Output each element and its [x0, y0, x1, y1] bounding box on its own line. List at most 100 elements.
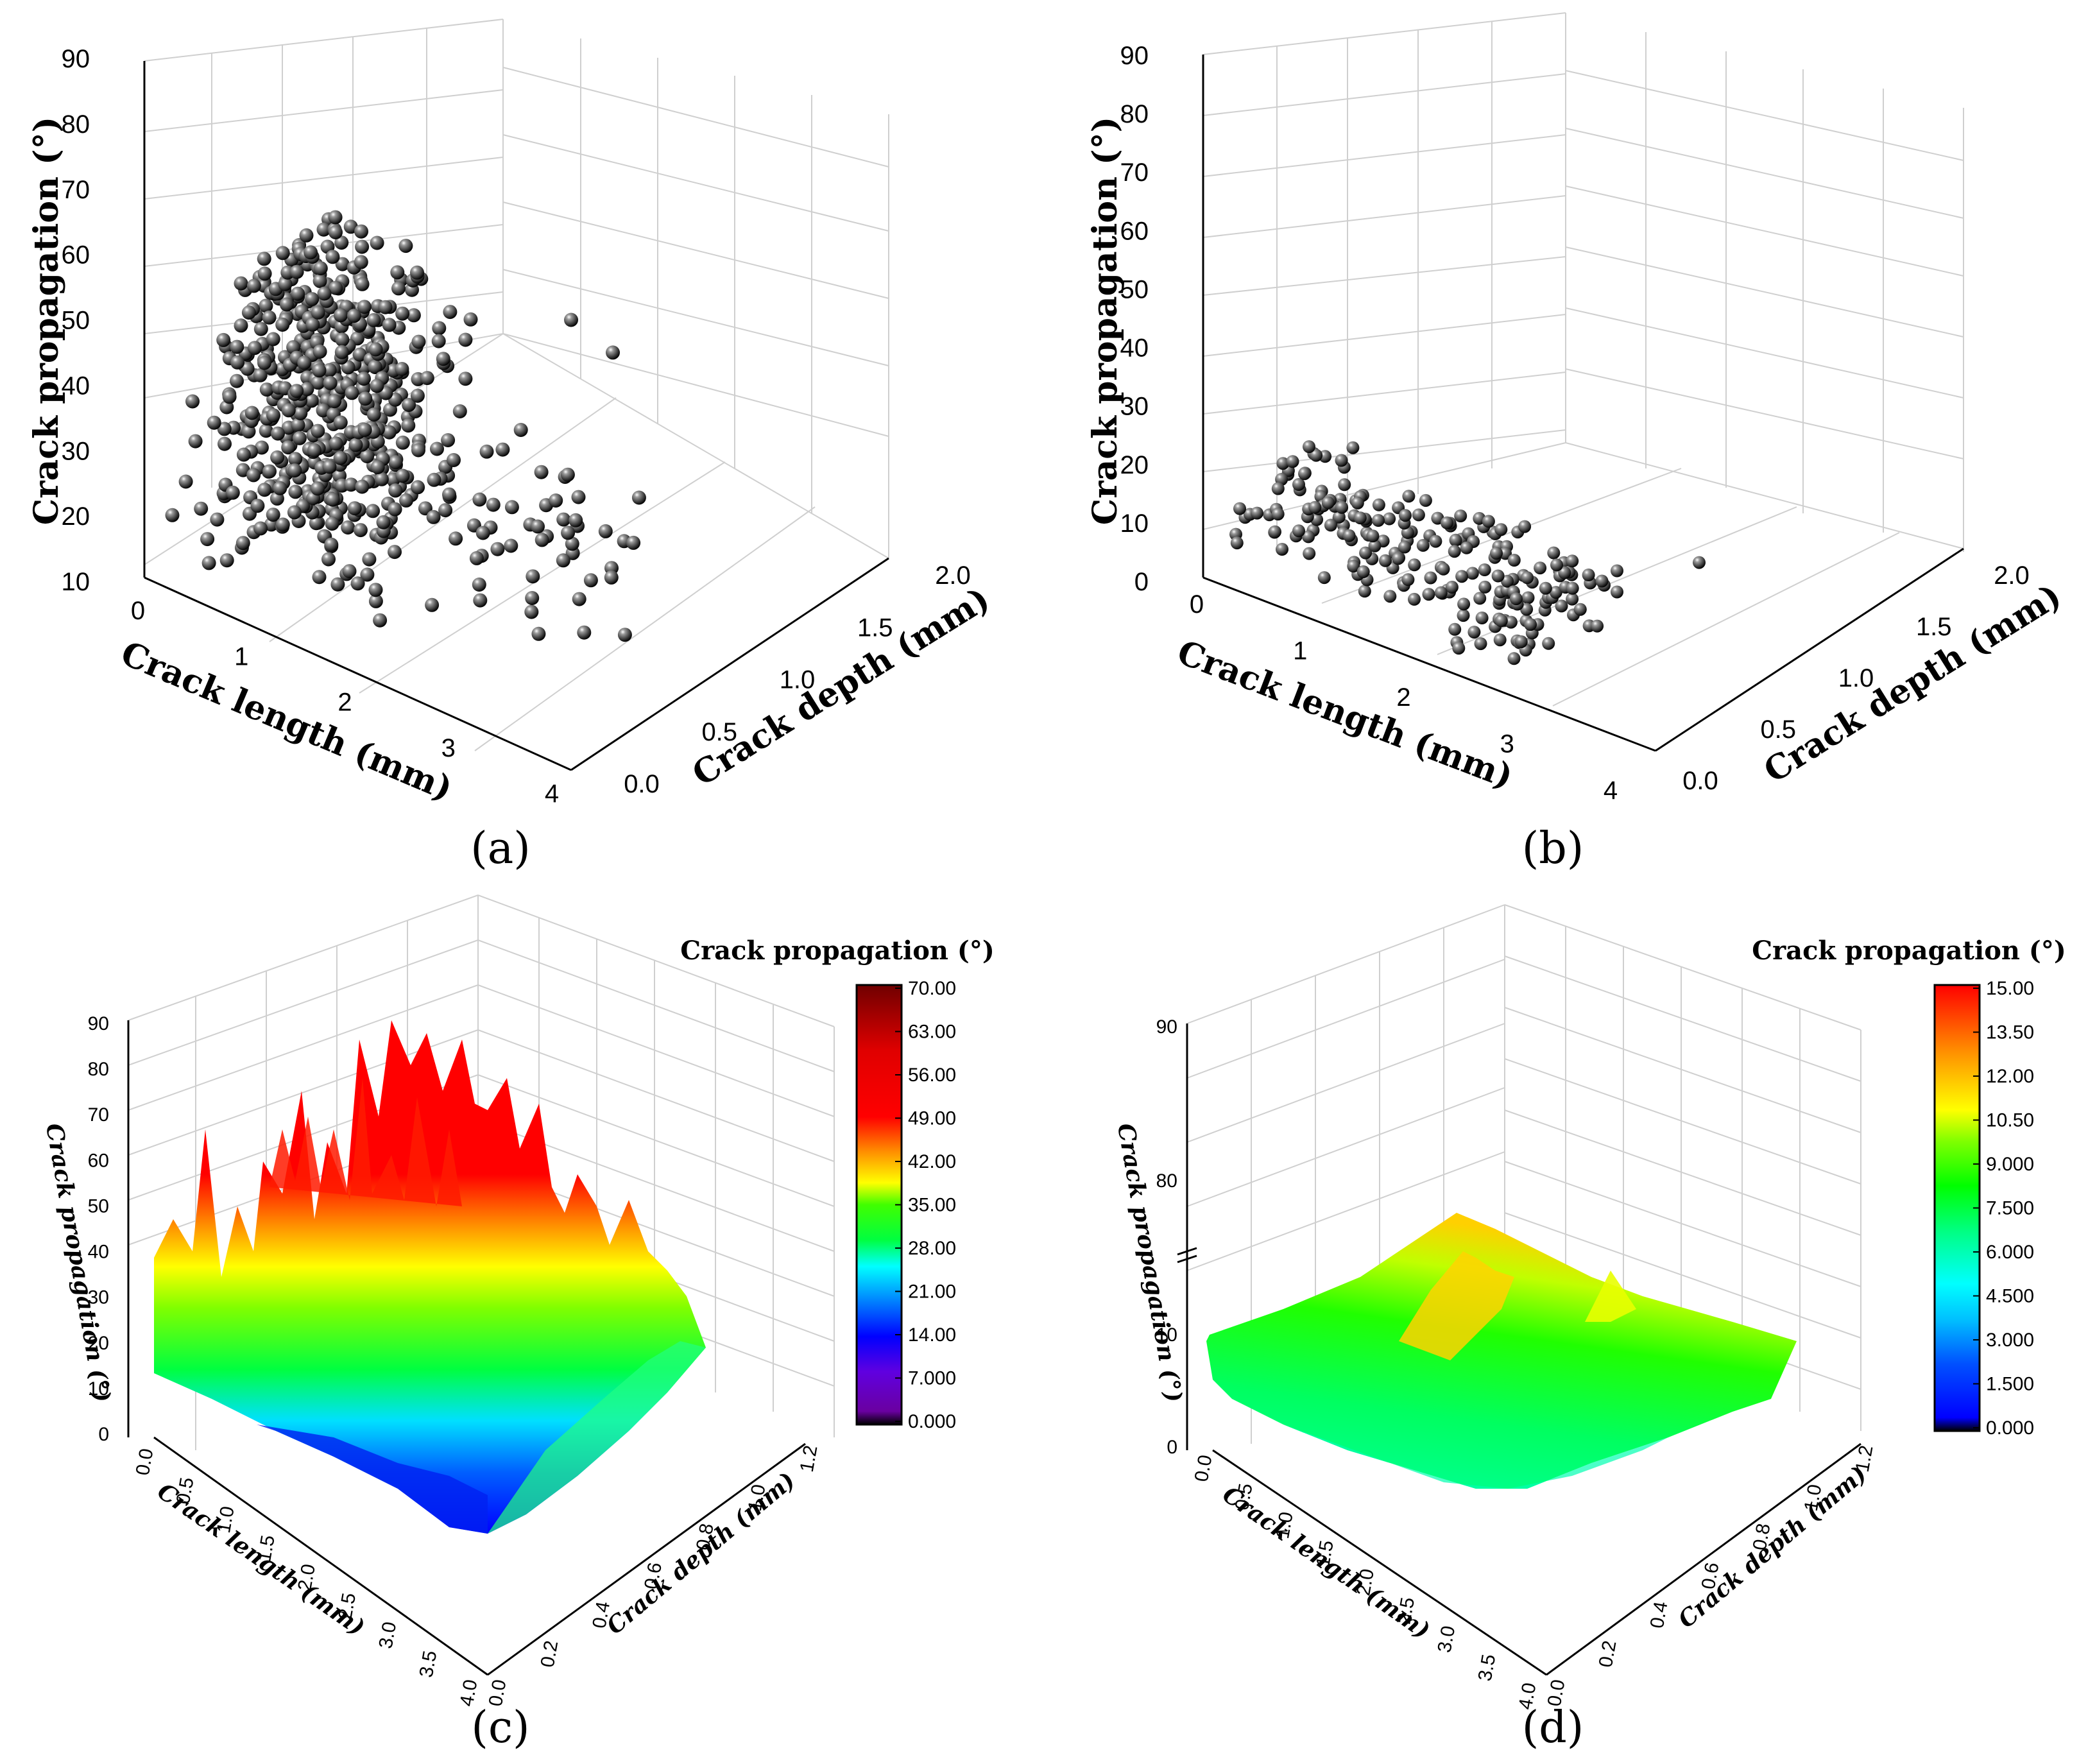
panel-a-point: [410, 265, 424, 280]
panel-a-point: [250, 499, 265, 513]
panel-a-point: [275, 246, 290, 261]
panel-a-point: [311, 375, 325, 390]
panel-a-point: [357, 422, 372, 437]
panel-a-point: [311, 305, 325, 320]
panel-a-point: [311, 424, 325, 438]
panel-b-back-wall-grid: [1202, 12, 1964, 706]
panel-a-x-tick: 3: [441, 734, 456, 762]
panel-b-point: [1372, 498, 1385, 511]
panel-b-point: [1539, 581, 1552, 595]
panel-b-point: [1338, 478, 1351, 492]
panel-a-point: [556, 553, 570, 568]
panel-a-point: [374, 472, 389, 486]
panel-a-back-wall-grid: [144, 19, 889, 751]
panel-b-point: [1233, 502, 1246, 515]
panel-a-point: [259, 424, 273, 438]
panel-d-z-tick: 10: [1156, 1324, 1177, 1346]
panel-a-point: [430, 441, 444, 456]
panel-b-point: [1372, 514, 1385, 527]
panel-c-spikes: [270, 1078, 462, 1206]
panel-a-point: [368, 594, 383, 608]
panel-a-point: [341, 520, 355, 535]
panel-d-colorbar-tick: 7.500: [1986, 1198, 2034, 1219]
panel-c-z-tick: 60: [88, 1150, 109, 1171]
panel-a-z-tick: 30: [62, 437, 90, 465]
panel-a-point: [275, 517, 290, 532]
panel-a-point: [458, 332, 473, 347]
panel-a-point: [352, 347, 367, 362]
panel-b-points: [1229, 440, 1706, 665]
panel-b-x-axis-label: Crack length (mm): [1172, 633, 1519, 797]
panel-a-point: [411, 443, 425, 458]
panel-a-point: [370, 379, 384, 393]
panel-a-point: [210, 512, 225, 527]
panel-a-point: [388, 483, 403, 498]
panel-a-z-tick-labels: 10 20 30 40 50 60 70 80 90: [62, 45, 90, 596]
panel-a-point: [531, 626, 546, 641]
panel-a-point: [253, 321, 268, 336]
panel-a-x-axis-label: Crack length (mm): [116, 633, 458, 809]
panel-b-point: [1346, 441, 1360, 454]
panel-a-point: [357, 300, 372, 314]
panel-b-x-tick: 3: [1500, 730, 1514, 758]
panel-a-point: [287, 463, 302, 478]
panel-b-point: [1321, 496, 1335, 510]
panel-b-x-axis: [1202, 576, 1656, 752]
panel-a-point: [165, 508, 180, 522]
panel-b-point: [1424, 571, 1437, 585]
panel-c-z-tick: 90: [88, 1013, 109, 1034]
panel-a-scatter3d: 10 20 30 40 50 60 70 80 90 0 1 2 3 4 0.0 0.5 1.0 1.5 2.0…: [27, 19, 997, 874]
panel-b-point: [1566, 592, 1579, 606]
panel-a-z-tick: 80: [62, 110, 90, 139]
panel-a-point: [534, 465, 549, 479]
panel-b-x-tick: 2: [1396, 683, 1410, 712]
panel-a-point: [469, 551, 484, 565]
panel-c-x-tick: 1.5: [253, 1534, 279, 1564]
panel-c-colorbar-tick: 21.00: [908, 1281, 956, 1303]
panel-a-point: [388, 455, 403, 470]
panel-b-point: [1335, 501, 1349, 514]
panel-a-point: [402, 398, 416, 412]
panel-a-point: [345, 386, 359, 400]
panel-b-point: [1542, 637, 1555, 650]
panel-b-point: [1611, 585, 1623, 599]
panel-d-x-tick: 1.5: [1312, 1539, 1338, 1569]
panel-a-point: [300, 382, 314, 397]
panel-b-point: [1416, 538, 1430, 552]
panel-c-colorbar: [855, 984, 903, 1426]
panel-b-point: [1591, 619, 1604, 633]
panel-d-surface-base: [1206, 1213, 1797, 1489]
panel-b-z-tick-labels: 0 10 20 30 40 50 60 70 80 90: [1120, 42, 1149, 596]
panel-a-point: [333, 450, 348, 465]
panel-b-scatter3d: 0 10 20 30 40 50 60 70 80 90 0 1 2 3 4 0.0 0.5 1.0 1.5 2.…: [1086, 12, 2068, 874]
panel-a-z-tick: 10: [62, 568, 90, 596]
panel-a-point: [201, 556, 216, 570]
panel-d-axis-break: [1177, 1247, 1197, 1256]
panel-c-x-tick: 4.0: [456, 1678, 482, 1708]
panel-c-x-tick: 2.0: [294, 1563, 320, 1593]
panel-b-z-tick: 80: [1120, 100, 1149, 128]
panel-b-point: [1455, 570, 1469, 583]
panel-b-z-tick: 50: [1120, 275, 1149, 304]
panel-a-point: [218, 436, 232, 451]
panel-b-point: [1230, 536, 1244, 550]
panel-b-point: [1457, 609, 1470, 622]
panel-a-y-tick: 1.0: [780, 666, 816, 694]
panel-b-point: [1549, 586, 1562, 599]
panel-a-point: [230, 339, 244, 354]
panel-b-x-tick: 1: [1293, 637, 1307, 665]
panel-c-x-tick: 0.0: [132, 1447, 158, 1477]
panel-a-point: [292, 431, 307, 445]
panel-b-point: [1251, 506, 1263, 520]
panel-a-point: [395, 468, 410, 483]
panel-a-point: [266, 508, 280, 522]
panel-a-point: [259, 298, 273, 313]
panel-b-point: [1419, 493, 1432, 507]
panel-b-point: [1582, 569, 1595, 581]
panel-d-x-tick-labels: 0.0 0.5 1.0 1.5 2.0 2.5 3.0 3.5 4.0: [1191, 1453, 1541, 1711]
panel-b-y-tick: 2.0: [1994, 561, 2030, 590]
panel-a-point: [447, 453, 461, 467]
panel-b-z-axis-label: Crack propagation (°): [1086, 117, 1125, 525]
panel-a-point: [329, 225, 343, 239]
